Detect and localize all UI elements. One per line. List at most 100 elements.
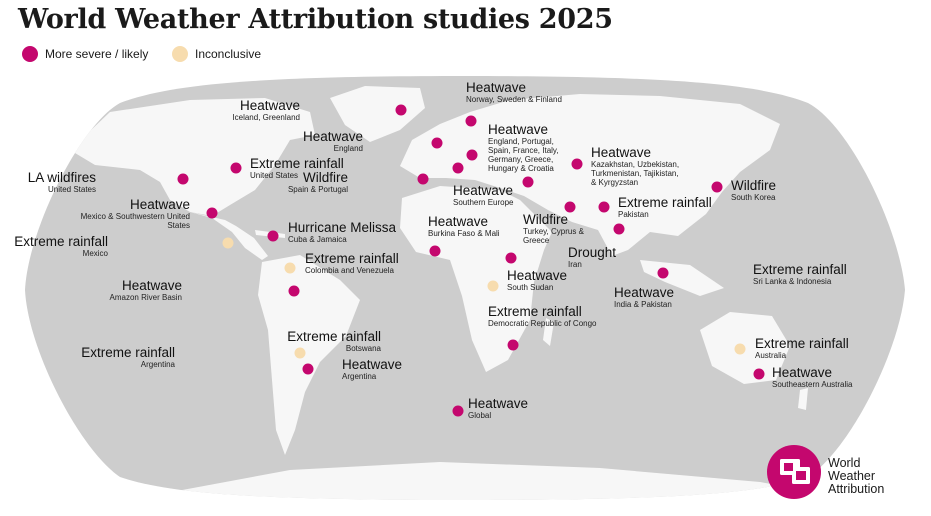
study-label: Extreme rainfall Australia <box>755 336 849 361</box>
study-location: Spain & Portugal <box>287 185 348 195</box>
marker-dot-severe[interactable] <box>466 149 478 161</box>
study-location: Iran <box>568 260 582 270</box>
marker-dot-inconclusive[interactable] <box>734 343 746 355</box>
marker-dot-severe[interactable] <box>302 363 314 375</box>
land-europe-asia <box>400 94 780 256</box>
study-location: Amazon River Basin <box>109 293 182 303</box>
study-location: South Sudan <box>507 283 554 293</box>
study-label: Drought Iran <box>568 245 617 270</box>
study-label: Extreme rainfall Mexico <box>14 234 108 259</box>
study-hazard: Extreme rainfall <box>81 345 175 360</box>
legend-label-inconclusive: Inconclusive <box>195 47 262 61</box>
study-hazard: LA wildfires <box>27 170 96 185</box>
study-hazard: Hurricane Melissa <box>288 220 397 235</box>
marker-dot-severe[interactable] <box>452 405 464 417</box>
study-label: Heatwave Southeastern Australia <box>772 365 853 390</box>
wwa-logo: World Weather Attribution <box>766 445 916 500</box>
marker-dot-inconclusive[interactable] <box>222 237 234 249</box>
study-label: Extreme rainfall Botswana <box>287 329 381 354</box>
study-hazard: Heatwave <box>591 145 652 160</box>
study-hazard: Extreme rainfall <box>618 195 712 210</box>
marker-dot-severe[interactable] <box>452 162 464 174</box>
study-label: Extreme rainfall Colombia and Venezuela <box>305 251 399 276</box>
study-label: Heatwave South Sudan <box>507 268 568 293</box>
marker-dot-severe[interactable] <box>429 245 441 257</box>
marker-dot-inconclusive[interactable] <box>294 347 306 359</box>
study-hazard: Drought <box>568 245 617 260</box>
study-location: Iceland, Greenland <box>232 113 300 123</box>
study-location: Kazakhstan, Uzbekistan, Turkmenistan, Ta… <box>591 160 680 187</box>
landmasses <box>70 86 860 500</box>
marker-dot-severe[interactable] <box>564 201 576 213</box>
marker-dot-severe[interactable] <box>571 158 583 170</box>
study-label: Hurricane Melissa Cuba & Jamaica <box>288 220 397 245</box>
legend-dot-inconclusive <box>172 46 188 62</box>
study-label: Extreme rainfall Argentina <box>81 345 175 370</box>
study-label: Extreme rainfall Democratic Republic of C… <box>488 304 597 329</box>
study-location: Argentina <box>342 372 377 382</box>
study-location: Mexico & Southwestern United States <box>80 212 190 230</box>
marker-dot-severe[interactable] <box>431 137 443 149</box>
marker-dot-severe[interactable] <box>395 104 407 116</box>
study-label: Wildfire South Korea <box>731 178 776 203</box>
study-location: Pakistan <box>618 210 649 220</box>
study-label: Heatwave England, Portugal, Spain, France… <box>488 122 578 173</box>
marker-dot-severe[interactable] <box>230 162 242 174</box>
marker-dot-severe[interactable] <box>177 173 189 185</box>
study-label: Heatwave Norway, Sweden & Finland <box>466 80 562 105</box>
marker-dot-severe[interactable] <box>613 223 625 235</box>
marker-dot-inconclusive[interactable] <box>487 280 499 292</box>
marker-dot-severe[interactable] <box>507 339 519 351</box>
study-location: Argentina <box>140 360 175 370</box>
marker-dot-severe[interactable] <box>598 201 610 213</box>
study-label: Extreme rainfall Sri Lanka & Indonesia <box>753 262 847 287</box>
marker-dot-severe[interactable] <box>267 230 279 242</box>
study-hazard: Extreme rainfall <box>305 251 399 266</box>
land-north-america <box>70 98 315 216</box>
study-hazard: Heatwave <box>468 396 529 411</box>
study-hazard: Heatwave <box>453 183 514 198</box>
study-hazard: Heatwave <box>342 357 403 372</box>
marker-dot-severe[interactable] <box>711 181 723 193</box>
study-location: Turkey, Cyprus & Greece <box>523 227 584 245</box>
study-hazard: Heatwave <box>302 129 363 144</box>
study-hazard: Extreme rainfall <box>250 156 344 171</box>
study-label: Heatwave Argentina <box>342 357 403 382</box>
study-location: Australia <box>755 351 787 361</box>
study-hazard: Extreme rainfall <box>753 262 847 277</box>
study-hazard: Heatwave <box>466 80 527 95</box>
marker-dot-severe[interactable] <box>206 207 218 219</box>
study-location: Botswana <box>345 344 381 354</box>
study-hazard: Extreme rainfall <box>488 304 582 319</box>
land-antarctica <box>150 462 860 500</box>
marker-dot-severe[interactable] <box>522 176 534 188</box>
study-label: Wildfire Spain & Portugal <box>287 170 348 195</box>
marker-dot-severe[interactable] <box>505 252 517 264</box>
study-location: England, Portugal, Spain, France, Italy,… <box>488 137 559 173</box>
study-label: Heatwave Southern Europe <box>453 183 514 208</box>
study-location: Global <box>468 411 492 421</box>
study-hazard: Heatwave <box>488 122 549 137</box>
study-location: Norway, Sweden & Finland <box>466 95 562 105</box>
study-hazard: Wildfire <box>302 170 348 185</box>
study-location: Southeastern Australia <box>772 380 853 390</box>
study-location: England <box>333 144 363 154</box>
study-location: Southern Europe <box>453 198 514 208</box>
land-central-america <box>190 212 268 260</box>
marker-dot-severe[interactable] <box>657 267 669 279</box>
study-location: India & Pakistan <box>614 300 672 310</box>
marker-dot-severe[interactable] <box>288 285 300 297</box>
marker-dot-inconclusive[interactable] <box>284 262 296 274</box>
study-label: Extreme rainfall United States <box>250 156 344 181</box>
study-hazard: Extreme rainfall <box>14 234 108 249</box>
study-hazard: Heatwave <box>507 268 568 283</box>
study-label: Heatwave Iceland, Greenland <box>232 98 300 123</box>
study-location: Democratic Republic of Congo <box>488 319 597 329</box>
study-label: LA wildfires United States <box>27 170 96 195</box>
marker-dot-severe[interactable] <box>417 173 429 185</box>
marker-dot-severe[interactable] <box>753 368 765 380</box>
marker-dot-severe[interactable] <box>465 115 477 127</box>
study-location: Colombia and Venezuela <box>305 266 394 276</box>
study-hazard: Heatwave <box>129 197 190 212</box>
